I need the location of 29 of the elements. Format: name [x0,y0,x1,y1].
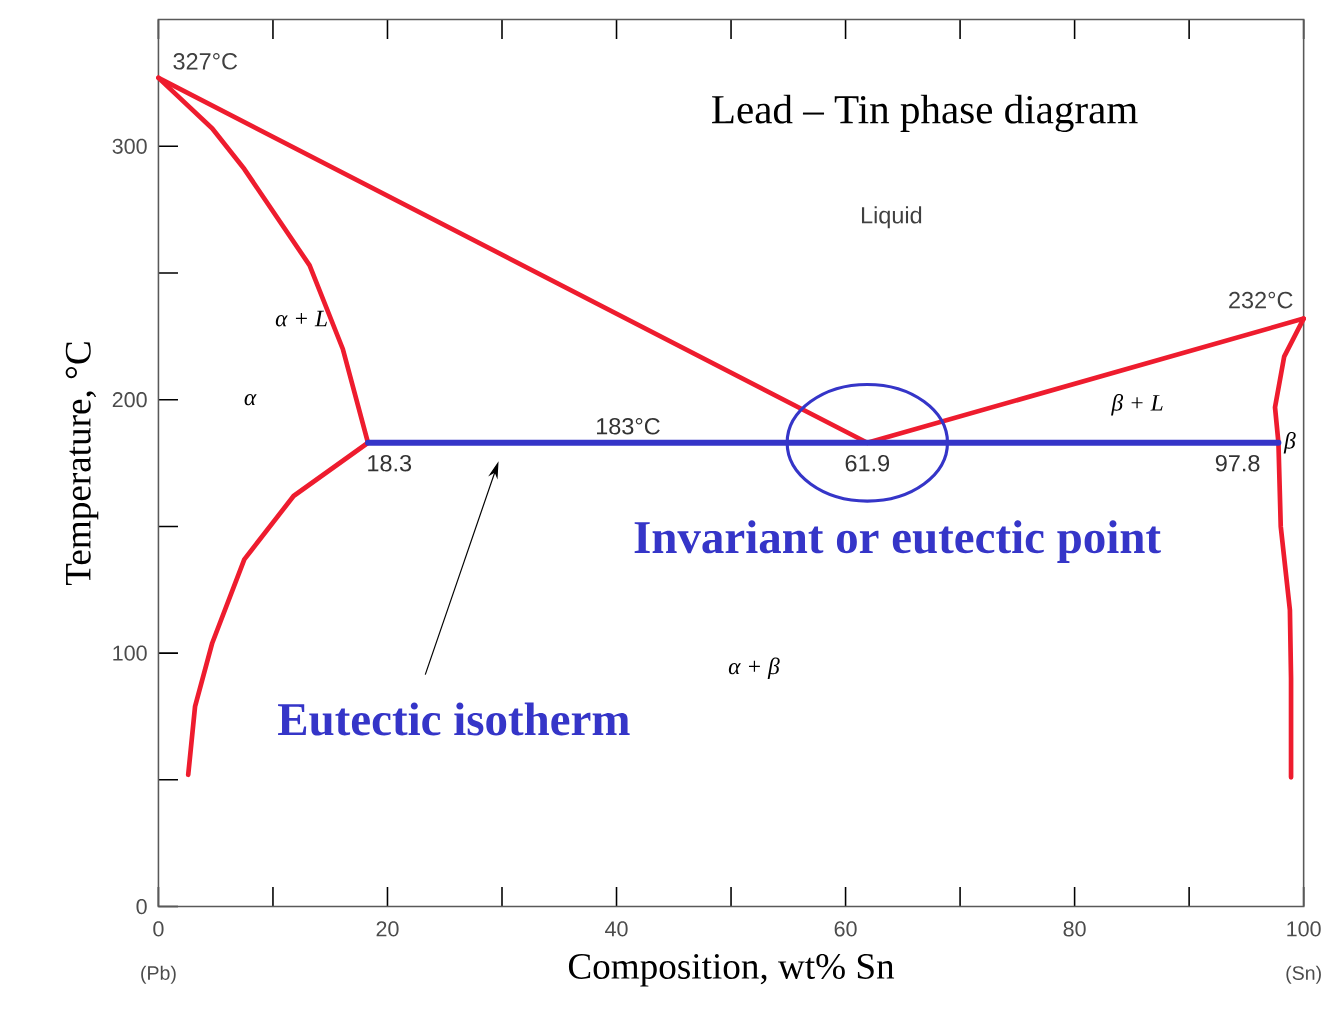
y-tick-label: 200 [112,392,147,408]
annotation: Liquid [861,206,922,229]
annotation: 183°C [597,417,660,435]
text: (Sn) [1286,965,1321,984]
annotation: α + L [275,310,327,327]
annotation: β + L [1111,393,1163,416]
y-tick-label: 300 [112,138,147,154]
annotation: 232°C [1229,291,1293,309]
annotation: 61.9 [845,454,890,472]
y-tick-label: 0 [136,898,147,915]
annotation: 327°C [173,52,238,70]
x-axis-title: Composition, wt% Sn [568,953,895,987]
annotation: β [1283,431,1296,454]
x-tick-label: 20 [376,921,399,937]
text: (Pb) [141,965,176,984]
x-tick-label: 60 [834,921,857,937]
annotation: α + β [728,657,780,680]
annotation: 97.8 [1215,454,1260,472]
x-tick-label: 100 [1287,921,1321,937]
x-tick-label: 0 [153,921,164,937]
text: Lead – Tin phase diagram [712,94,1138,132]
y-axis-title: Temperature, °C [65,342,99,586]
annotation: 18.3 [368,454,412,472]
annotation: Eutectic isotherm [278,702,630,736]
x-tick-label: 40 [605,921,628,937]
y-tick-label: 100 [113,645,147,661]
annotation: Invariant or eutectic point [634,520,1161,563]
x-tick-label: 80 [1063,921,1086,937]
annotation: α [244,393,257,406]
